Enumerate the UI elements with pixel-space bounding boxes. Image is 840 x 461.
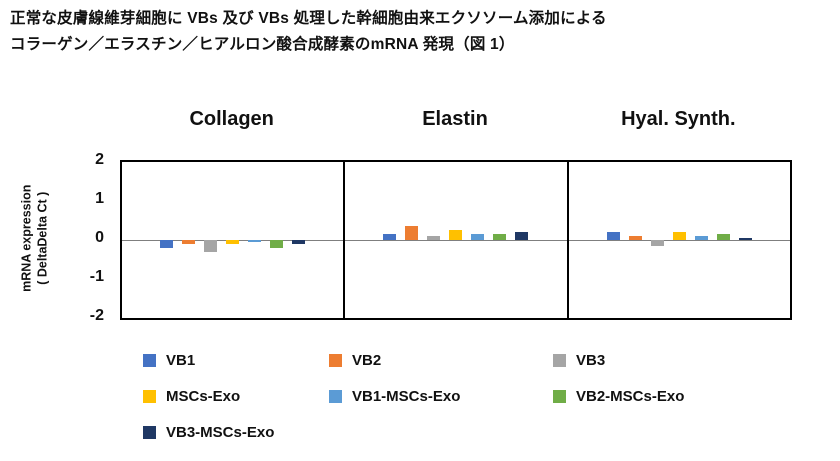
legend-label: VB1 <box>166 351 196 369</box>
bar <box>515 232 529 240</box>
bar <box>694 236 708 240</box>
legend-item: VB3 <box>553 350 783 370</box>
bar-slot <box>292 162 306 318</box>
figure-title: 正常な皮膚線維芽細胞に VBs 及び VBs 処理した幹細胞由来エクソソーム添加… <box>10 6 607 59</box>
bar <box>270 240 284 248</box>
legend-swatch <box>329 389 342 403</box>
legend-swatch <box>143 389 156 403</box>
bar <box>226 240 240 244</box>
bar-slot <box>628 162 642 318</box>
bar <box>650 240 664 246</box>
y-tick-label: -2 <box>89 307 104 324</box>
bar <box>672 232 686 240</box>
bar <box>383 234 397 240</box>
bar <box>471 234 485 240</box>
bar <box>160 240 174 248</box>
y-tick-label: 0 <box>95 229 104 246</box>
bar-slot <box>204 162 218 318</box>
bar-slot <box>738 162 752 318</box>
y-axis-label: mRNA expression ( DeltaDelta Ct ) <box>12 158 58 318</box>
bar-slot <box>650 162 664 318</box>
bar-slot <box>606 162 620 318</box>
bar-slot <box>427 162 441 318</box>
y-axis-label-line-2: ( DeltaDelta Ct ) <box>36 191 50 285</box>
bar <box>738 238 752 240</box>
legend-swatch <box>553 389 566 403</box>
legend-swatch <box>553 353 566 367</box>
figure-title-line-1: 正常な皮膚線維芽細胞に VBs 及び VBs 処理した幹細胞由来エクソソーム添加… <box>10 10 607 27</box>
bar <box>493 234 507 240</box>
panel-headers: Collagen Elastin Hyal. Synth. <box>120 108 790 131</box>
panel-title-0: Collagen <box>189 108 274 130</box>
y-tick-label: 1 <box>95 190 104 207</box>
plot-area <box>120 160 792 320</box>
legend-item: VB3-MSCs-Exo <box>143 422 329 442</box>
bar <box>628 236 642 240</box>
bar-group-1 <box>345 162 569 318</box>
legend-item: VB2-MSCs-Exo <box>553 386 783 406</box>
bar <box>716 234 730 240</box>
figure-title-line-2: コラーゲン／エラスチン／ヒアルロン酸合成酵素のmRNA 発現（図 1） <box>10 36 515 54</box>
bar-slot <box>449 162 463 318</box>
bar <box>405 226 419 240</box>
legend: VB1 VB2 VB3 MSCs-Exo VB1-MSCs-Exo VB2-MSCs-Ex… <box>143 350 783 442</box>
y-axis-label-text: mRNA expression ( DeltaDelta Ct ) <box>19 184 52 291</box>
bar <box>292 240 306 244</box>
bar <box>182 240 196 244</box>
bar-group-2 <box>569 162 790 318</box>
legend-swatch <box>329 353 342 367</box>
legend-label: VB2-MSCs-Exo <box>576 387 685 405</box>
legend-label: VB3-MSCs-Exo <box>166 423 275 441</box>
legend-label: VB1-MSCs-Exo <box>352 387 461 405</box>
bar <box>204 240 218 252</box>
legend-item: VB1 <box>143 350 329 370</box>
bar-slot <box>160 162 174 318</box>
bar-slot <box>405 162 419 318</box>
bar-slot <box>182 162 196 318</box>
legend-label: VB2 <box>352 351 382 369</box>
bar-slot <box>471 162 485 318</box>
y-axis-label-line-1: mRNA expression <box>19 184 34 292</box>
bar-group-0 <box>122 162 346 318</box>
legend-label: MSCs-Exo <box>166 387 241 405</box>
y-tick-label: 2 <box>95 151 104 168</box>
bar-slot <box>672 162 686 318</box>
legend-item: MSCs-Exo <box>143 386 329 406</box>
y-axis-ticks: 2 1 0 -1 -2 <box>60 151 112 324</box>
bar-slot <box>270 162 284 318</box>
legend-item: VB2 <box>329 350 553 370</box>
bar <box>248 240 262 242</box>
bar-slot <box>493 162 507 318</box>
bar-slot <box>383 162 397 318</box>
legend-label: VB3 <box>576 351 606 369</box>
legend-swatch <box>143 353 156 367</box>
legend-item: VB1-MSCs-Exo <box>329 386 553 406</box>
bar-slot <box>716 162 730 318</box>
bar-slot <box>248 162 262 318</box>
bar-slot <box>515 162 529 318</box>
y-tick-label: -1 <box>89 268 104 285</box>
bar-slot <box>694 162 708 318</box>
bar <box>606 232 620 240</box>
panel-title-2: Hyal. Synth. <box>621 108 736 130</box>
panel-title-1: Elastin <box>422 108 488 130</box>
bar <box>427 236 441 240</box>
zero-axis-line <box>122 240 790 241</box>
bar <box>449 230 463 240</box>
legend-swatch <box>143 425 156 439</box>
bar-slot <box>226 162 240 318</box>
